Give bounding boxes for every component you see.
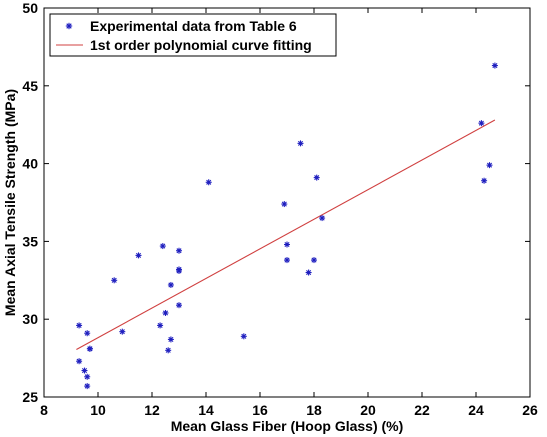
x-axis-ticks: 8 10 12 14 16 18 20 22 24 26 <box>40 8 538 418</box>
data-point <box>311 257 317 264</box>
x-tick-label: 12 <box>144 402 160 418</box>
data-point <box>81 367 88 374</box>
data-point <box>157 322 164 329</box>
data-point <box>176 302 182 309</box>
legend-entry-experimental: Experimental data from Table 6 <box>90 18 297 34</box>
data-point <box>167 281 174 288</box>
data-point <box>319 215 326 222</box>
y-tick-label: 50 <box>22 0 38 16</box>
data-point <box>205 179 212 186</box>
x-tick-label: 20 <box>360 402 376 418</box>
x-tick-label: 18 <box>306 402 322 418</box>
data-point <box>167 336 174 343</box>
data-point <box>305 269 312 276</box>
data-point <box>486 162 493 169</box>
legend-asterisk-marker <box>65 22 73 30</box>
x-tick-label: 22 <box>414 402 430 418</box>
x-tick-label: 14 <box>198 402 214 418</box>
data-point <box>76 358 83 365</box>
data-point <box>281 201 288 208</box>
y-tick-label: 45 <box>22 78 38 94</box>
y-axis-ticks: 25 30 35 40 45 50 <box>22 0 530 405</box>
y-tick-label: 30 <box>22 311 38 327</box>
data-point <box>86 345 93 352</box>
x-tick-label: 16 <box>252 402 268 418</box>
data-point <box>481 177 488 184</box>
data-point <box>297 140 304 147</box>
y-axis-label: Mean Axial Tensile Strength (MPa) <box>2 89 18 316</box>
data-point <box>478 120 485 127</box>
data-point <box>491 62 498 69</box>
data-point <box>162 309 169 316</box>
legend-entry-fit: 1st order polynomial curve fitting <box>90 37 312 53</box>
x-axis-label: Mean Glass Fiber (Hoop Glass) (%) <box>171 418 404 434</box>
fit-line-layer <box>76 119 496 351</box>
data-point <box>159 243 166 250</box>
y-tick-label: 25 <box>22 389 38 405</box>
data-point <box>84 383 91 390</box>
plot-area <box>43 7 531 398</box>
y-tick-label: 35 <box>22 233 38 249</box>
data-point <box>119 328 126 335</box>
fit-line <box>76 119 496 351</box>
x-tick-label: 10 <box>90 402 106 418</box>
x-tick-label: 24 <box>468 402 484 418</box>
data-point <box>284 241 290 248</box>
data-point <box>84 373 91 380</box>
legend: Experimental data from Table 6 1st order… <box>49 13 337 57</box>
data-point <box>240 333 247 340</box>
data-point <box>165 347 172 354</box>
data-point <box>111 277 118 284</box>
data-point <box>176 266 182 273</box>
x-tick-label: 26 <box>522 402 538 418</box>
data-point <box>284 257 290 264</box>
data-point <box>176 247 182 254</box>
data-point <box>313 174 320 181</box>
data-point <box>135 252 142 259</box>
y-tick-label: 40 <box>22 156 38 172</box>
data-point <box>76 322 83 329</box>
legend-box <box>49 13 337 57</box>
legend-marker-asterisk <box>65 22 73 30</box>
x-tick-label: 8 <box>40 402 48 418</box>
data-points-layer <box>76 62 498 390</box>
data-point <box>84 330 91 337</box>
